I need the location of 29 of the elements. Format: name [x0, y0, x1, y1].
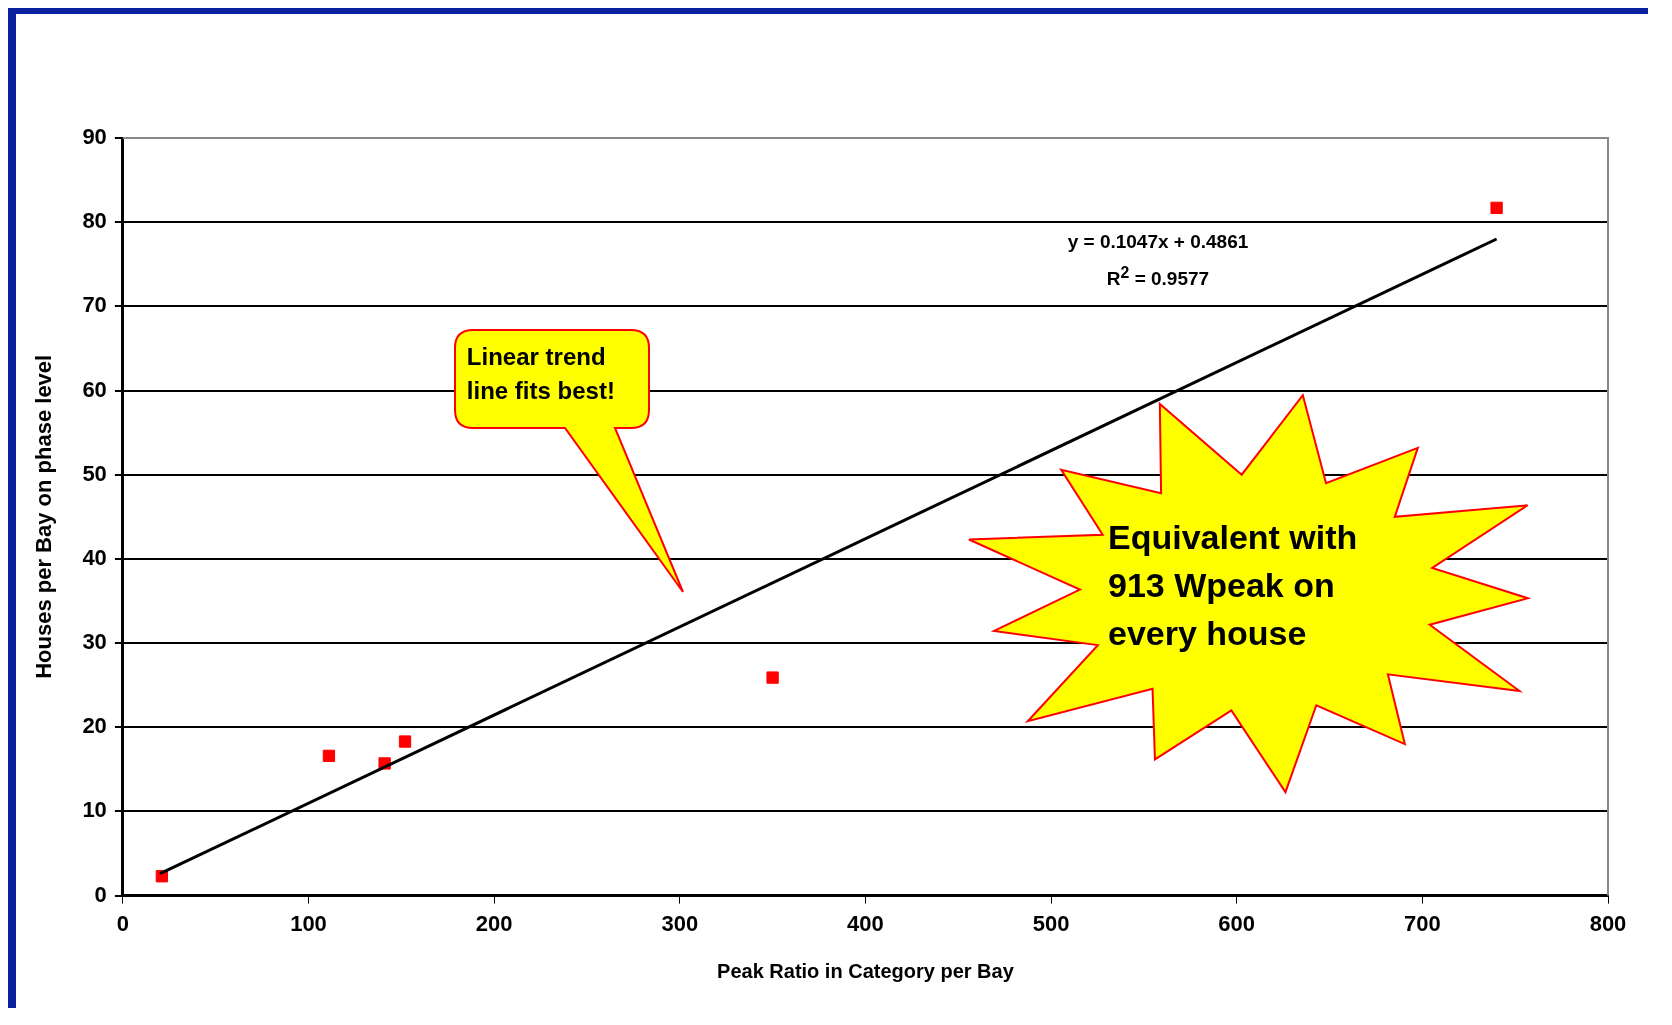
x-tick-label: 700 — [1404, 910, 1441, 936]
y-tick-label: 50 — [82, 460, 107, 486]
y-axis-title: Houses per Bay on phase level — [31, 354, 57, 679]
x-tick-label: 500 — [1032, 910, 1070, 936]
y-tick-label: 80 — [82, 208, 107, 234]
y-tick-label: 20 — [82, 713, 107, 739]
x-tick-label: 800 — [1589, 910, 1627, 936]
annotation: Linear trend line fits best! — [466, 342, 616, 406]
annotation: Equivalent with 913 Wpeak on every house — [1108, 517, 1359, 654]
point — [398, 735, 412, 748]
point — [1490, 201, 1503, 215]
x-tick-label: 0 — [116, 910, 129, 936]
y-tick-label: 10 — [82, 797, 107, 823]
x-tick-label: 100 — [290, 910, 327, 936]
x-tick-label: 200 — [475, 910, 513, 936]
y-tick-label: 30 — [82, 629, 107, 655]
point — [766, 671, 779, 684]
annotation: y = 0.1047x + 0.4861 — [1066, 230, 1250, 254]
y-tick-label: 90 — [82, 124, 107, 150]
x-tick-label: 600 — [1218, 910, 1256, 936]
y-tick-label: 70 — [82, 292, 107, 318]
point — [322, 749, 336, 763]
y-tick-label: 0 — [94, 881, 107, 907]
x-tick-label: 300 — [661, 910, 699, 936]
y-tick-label: 40 — [82, 544, 107, 570]
x-axis-title: Peak Ratio in Category per Bay — [717, 959, 1015, 982]
y-tick-label: 60 — [82, 376, 107, 402]
x-tick-label: 400 — [847, 910, 884, 936]
annotation: R$^{2}$ = 0.9577 — [1105, 263, 1211, 292]
